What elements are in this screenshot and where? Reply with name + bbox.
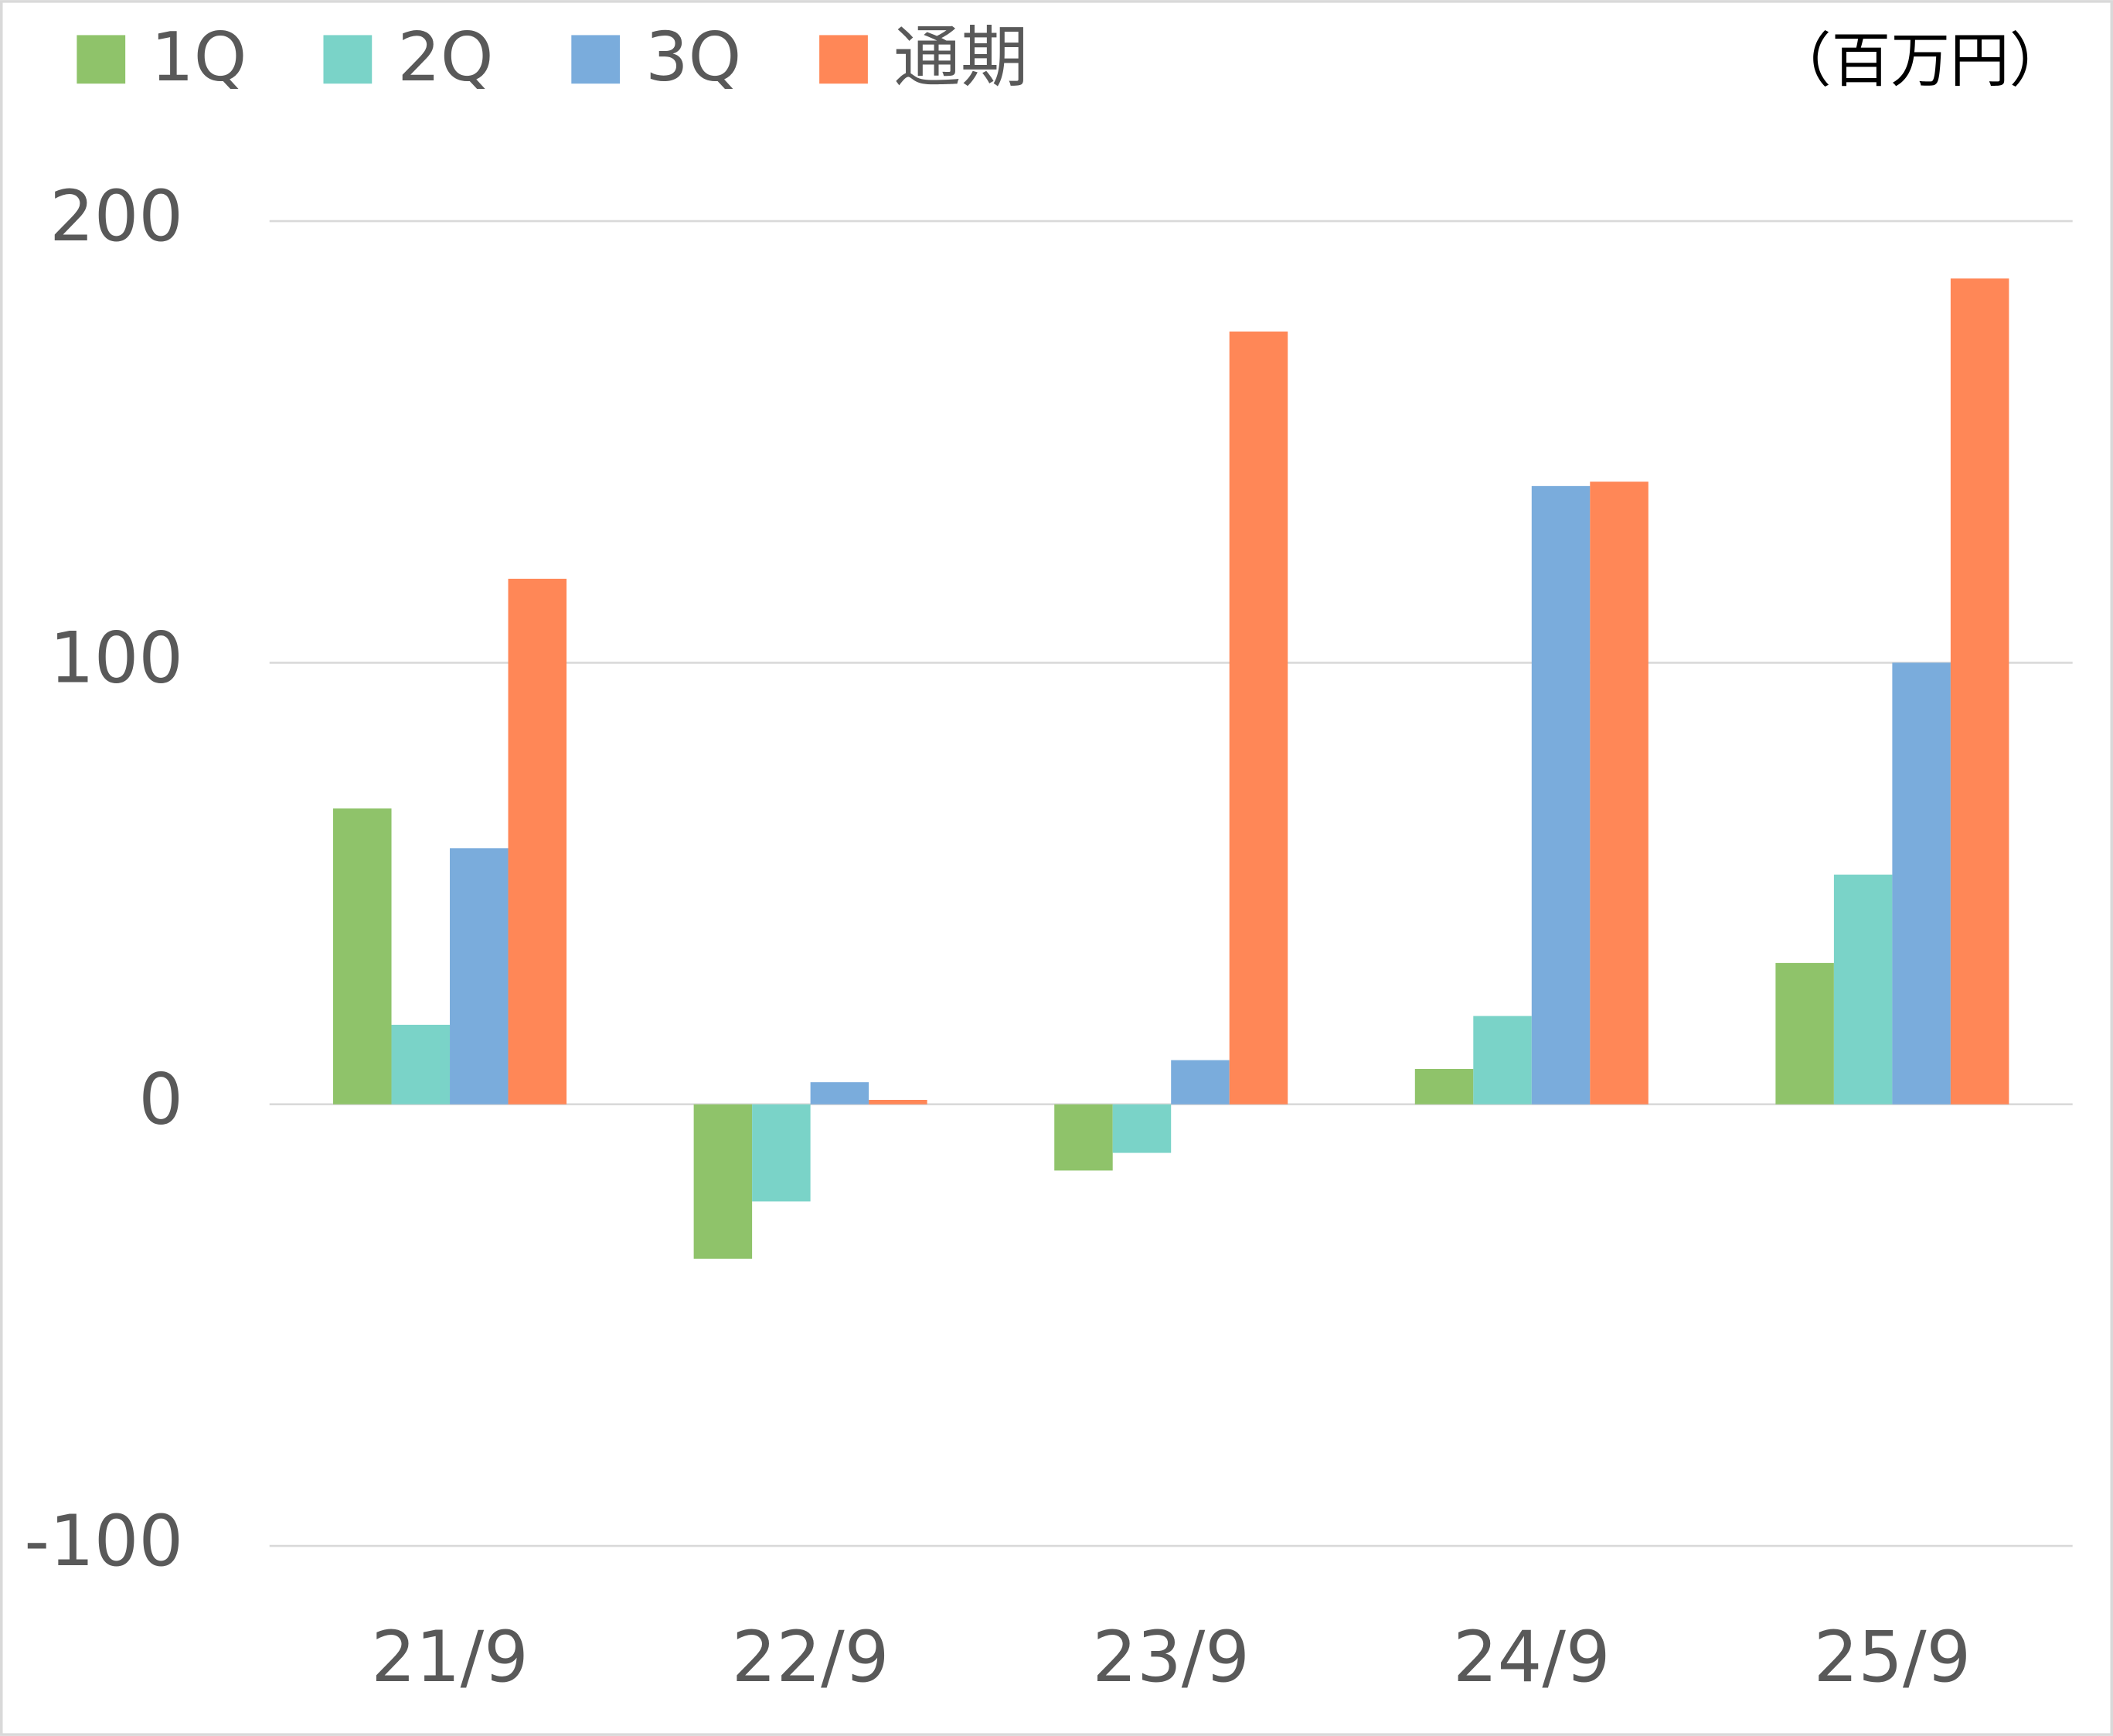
bar: [1414, 1069, 1474, 1105]
bar: [1531, 485, 1591, 1105]
y-tick-label: 0: [138, 1060, 183, 1141]
legend-swatch: [323, 35, 373, 84]
x-tick-label: 22/9: [732, 1617, 890, 1698]
bar: [1473, 1016, 1532, 1105]
bar: [1892, 662, 1951, 1105]
bar: [1590, 482, 1649, 1105]
bar: [1171, 1060, 1230, 1105]
legend-label: 3Q: [645, 18, 741, 97]
legend-swatch: [77, 35, 126, 84]
bar: [1775, 962, 1834, 1105]
legend-swatch: [571, 35, 621, 84]
unit-label: （百万円）: [1772, 27, 2069, 96]
bar: [333, 808, 392, 1105]
bar: [810, 1082, 869, 1105]
bar: [1950, 278, 2009, 1105]
legend-label: 1Q: [151, 18, 247, 97]
bar: [869, 1100, 927, 1105]
legend-label: 通期: [893, 18, 1028, 97]
bar: [450, 848, 509, 1105]
bar: [1833, 874, 1893, 1105]
bar: [1054, 1104, 1113, 1171]
x-tick-label: 25/9: [1814, 1617, 1972, 1698]
x-tick-label: 21/9: [371, 1617, 529, 1698]
legend-label: 2Q: [397, 18, 493, 97]
y-tick-label: 100: [49, 618, 183, 699]
bar: [693, 1104, 753, 1259]
bar: [391, 1024, 451, 1105]
y-tick-label: 200: [49, 176, 183, 257]
legend-swatch: [819, 35, 868, 84]
bar: [1112, 1104, 1172, 1153]
x-tick-label: 23/9: [1092, 1617, 1250, 1698]
bar: [508, 578, 567, 1105]
x-tick-label: 24/9: [1453, 1617, 1611, 1698]
bar: [752, 1104, 811, 1202]
y-tick-label: -100: [24, 1501, 183, 1582]
bar: [1229, 331, 1288, 1105]
